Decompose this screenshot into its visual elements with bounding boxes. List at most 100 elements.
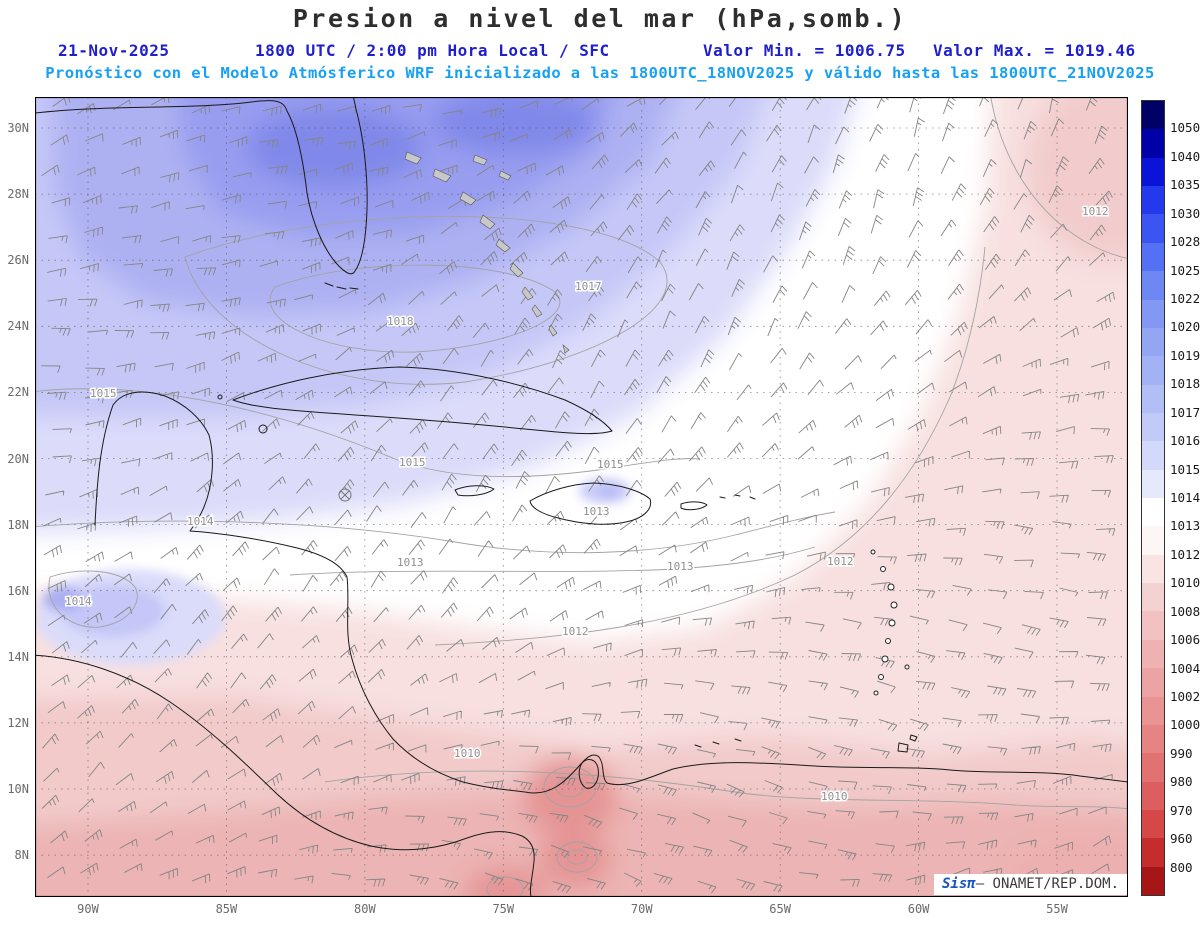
page-title: Presion a nivel del mar (hPa,somb.) [292,4,908,33]
colorbar-cell [1142,668,1164,697]
colorbar-tick-label: 1012 [1170,546,1200,562]
lat-tick-label: 26N [7,253,29,268]
weather-map: 1015 1018 1017 1015 1015 1014 1014 1013 1013 1013… [35,97,1128,897]
lon-tick-label: 70W [630,902,653,916]
colorbar-tick-label: 1008 [1170,603,1200,619]
colorbar-cell [1142,781,1164,810]
islands-bahamas [404,151,570,354]
isobar-value-label: 1015 [399,456,426,469]
colorbar-tick-label: 1022 [1170,291,1200,306]
islands-antilles-arc [870,549,910,696]
lat-tick-label: 16N [7,583,29,598]
contour-labels: 1015 1018 1017 1015 1015 1014 1014 1013 1013 1013… [64,204,1111,805]
colorbar-cell [1142,838,1164,867]
isobar-value-label: 1012 [827,555,854,568]
colorbar-cell [1142,583,1164,612]
latitude-axis: 30N 28N 26N 24N 22N 20N 18N 16N 14N 12N 10N 8N [0,97,32,897]
isobar-value-label: 1013 [397,556,424,569]
colorbar-cell [1142,469,1164,499]
lat-tick-label: 22N [7,385,29,400]
isobar-value-label: 1014 [65,595,92,608]
colorbar-tick-label: 1025 [1170,262,1200,278]
colorbar-cell [1142,441,1164,470]
colorbar-tick-label: 960 [1170,831,1193,847]
lon-tick-label: 85W [215,902,238,916]
valid-date: 21-Nov-2025 [58,41,170,60]
map-border [35,97,1128,897]
colorbar-cell [1142,214,1164,243]
colorbar-cell [1142,554,1164,584]
colorbar-cell [1142,412,1164,442]
lon-tick-label: 80W [354,902,376,916]
colorbar-tick-label: 1040 [1170,148,1200,164]
lon-tick-label: 65W [769,902,791,916]
colorbar-cell [1142,356,1164,385]
isobar-value-label: 1014 [187,515,214,528]
pressure-colorbar [1141,100,1165,896]
lon-tick-label: 75W [492,902,515,916]
isobar-value-label: 1017 [575,280,602,293]
colorbar-cell [1142,129,1164,158]
colorbar-cell [1142,753,1164,782]
watermark: Sisπ— ONAMET/REP.DOM. [933,874,1127,895]
colorbar-cell [1142,384,1164,413]
isobar-value-label: 1018 [387,315,414,328]
colorbar-tick-label: 1017 [1170,404,1200,420]
latlon-grid [35,97,1128,897]
lat-tick-label: 12N [7,715,29,730]
lat-tick-label: 30N [7,121,29,135]
colorbar-tick-label: 1004 [1170,660,1200,676]
min-value-label: Valor Min. = 1006.75 [703,41,906,60]
lat-tick-label: 14N [7,649,29,664]
colorbar-cell [1142,271,1164,300]
isobar-value-label: 1010 [821,790,848,803]
colorbar-tick-label: 1013 [1170,518,1200,534]
wind-barbs [41,97,1116,894]
lat-tick-label: 28N [7,187,29,202]
colorbar-cell [1142,809,1164,839]
lat-tick-label: 20N [7,451,29,466]
pressure-shading-details [35,478,631,665]
isobar-value-label: 1012 [1082,205,1109,218]
isobar-value-label: 1013 [667,560,694,573]
colorbar-cell [1142,101,1164,130]
colorbar-cell [1142,299,1164,328]
colorbar-tick-label: 1019 [1170,347,1200,363]
pressure-map-canvas: 1015 1018 1017 1015 1015 1014 1014 1013 1013 1013… [35,97,1128,897]
colorbar-tick-label: 1000 [1170,717,1200,733]
colorbar-tick-label: 1035 [1170,177,1200,193]
colorbar-tick-label: 1028 [1170,234,1200,250]
longitude-axis: 90W 85W 80W 75W 70W 65W 60W 55W [35,902,1128,922]
colorbar-tick-label: 1018 [1170,376,1200,392]
lat-tick-label: 8N [14,848,29,863]
colorbar-cell [1142,157,1164,187]
colorbar-tick-label: 1010 [1170,575,1200,591]
colorbar-tick-label: 1016 [1170,433,1200,449]
colorbar-labels: 1050 1040 1035 1030 1028 1025 1022 1020 1019 1018… [1170,100,1200,896]
colorbar-cell [1142,639,1164,669]
isobar-value-label: 1010 [454,747,481,760]
isobar-value-label: 1015 [90,387,117,400]
colorbar-tick-label: 1014 [1170,490,1200,505]
colorbar-cell [1142,498,1164,527]
colorbar-tick-label: 1006 [1170,632,1200,648]
isobar-value-label: 1015 [597,458,624,471]
colorbar-cell [1142,611,1164,640]
colorbar-tick-label: 970 [1170,802,1193,818]
colorbar-cell [1142,724,1164,754]
colorbar-tick-label: 800 [1170,859,1193,875]
colorbar-tick-label: 990 [1170,745,1193,761]
watermark-brand: Sisπ [941,876,976,892]
colorbar-tick-label: 1015 [1170,461,1200,477]
lat-tick-label: 24N [7,319,29,334]
coastlines [35,97,1128,897]
lat-tick-label: 10N [7,782,29,796]
colorbar-cell [1142,242,1164,272]
colorbar-cell [1142,696,1164,725]
lon-tick-label: 55W [1046,902,1068,916]
colorbar-tick-label: 1050 [1170,120,1200,136]
isobar-contours [35,97,1128,897]
lat-tick-label: 18N [7,517,29,532]
colorbar-tick-label: 1030 [1170,205,1200,221]
watermark-text: — ONAMET/REP.DOM. [975,876,1119,892]
